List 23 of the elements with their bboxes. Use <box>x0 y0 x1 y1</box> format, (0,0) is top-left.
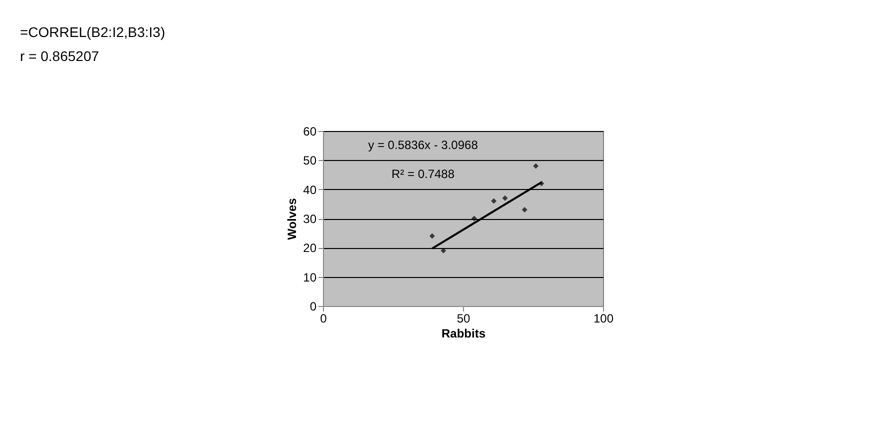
x-axis-title: Rabbits <box>441 326 486 340</box>
text: r = 0.865207 <box>20 47 100 66</box>
point <box>491 198 497 204</box>
y-tick-label: 20 <box>303 241 317 256</box>
y-tick-label: 50 <box>303 154 317 168</box>
point <box>502 195 508 201</box>
point <box>533 163 539 169</box>
point <box>429 233 435 239</box>
point <box>471 216 477 222</box>
y-tick-label: 10 <box>303 270 317 284</box>
x-tick-label: 50 <box>456 312 470 326</box>
y-axis-title: Wolves <box>285 198 300 240</box>
annotation: R² = 0.7488 <box>391 167 455 181</box>
x-tick-label: 100 <box>593 312 614 326</box>
y-tick-label: 60 <box>303 124 317 138</box>
y-tick-label: 30 <box>303 212 317 226</box>
text: =CORREL(B2:I2,B3:I3) <box>20 23 166 42</box>
annotation: y = 0.5836x - 3.0968 <box>368 138 478 152</box>
x-tick-label: 0 <box>320 312 328 326</box>
y-tick-label: 0 <box>310 300 317 314</box>
point <box>522 207 528 212</box>
y-tick-label: 40 <box>303 182 317 197</box>
point <box>440 248 446 254</box>
